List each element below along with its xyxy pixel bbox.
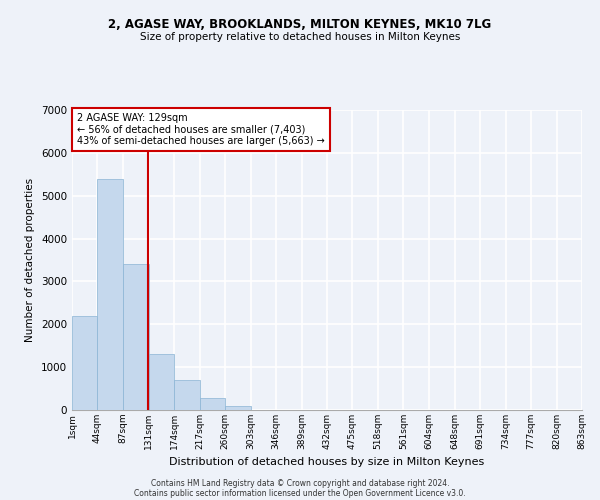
- Bar: [175, 380, 200, 410]
- Bar: [123, 264, 149, 410]
- Bar: [200, 398, 225, 410]
- Text: Contains HM Land Registry data © Crown copyright and database right 2024.: Contains HM Land Registry data © Crown c…: [151, 478, 449, 488]
- X-axis label: Distribution of detached houses by size in Milton Keynes: Distribution of detached houses by size …: [169, 458, 485, 468]
- Bar: [72, 316, 97, 410]
- Bar: [149, 354, 175, 410]
- Bar: [225, 406, 251, 410]
- Bar: [97, 178, 123, 410]
- Text: Size of property relative to detached houses in Milton Keynes: Size of property relative to detached ho…: [140, 32, 460, 42]
- Text: 2, AGASE WAY, BROOKLANDS, MILTON KEYNES, MK10 7LG: 2, AGASE WAY, BROOKLANDS, MILTON KEYNES,…: [109, 18, 491, 30]
- Text: 2 AGASE WAY: 129sqm
← 56% of detached houses are smaller (7,403)
43% of semi-det: 2 AGASE WAY: 129sqm ← 56% of detached ho…: [77, 113, 325, 146]
- Y-axis label: Number of detached properties: Number of detached properties: [25, 178, 35, 342]
- Text: Contains public sector information licensed under the Open Government Licence v3: Contains public sector information licen…: [134, 488, 466, 498]
